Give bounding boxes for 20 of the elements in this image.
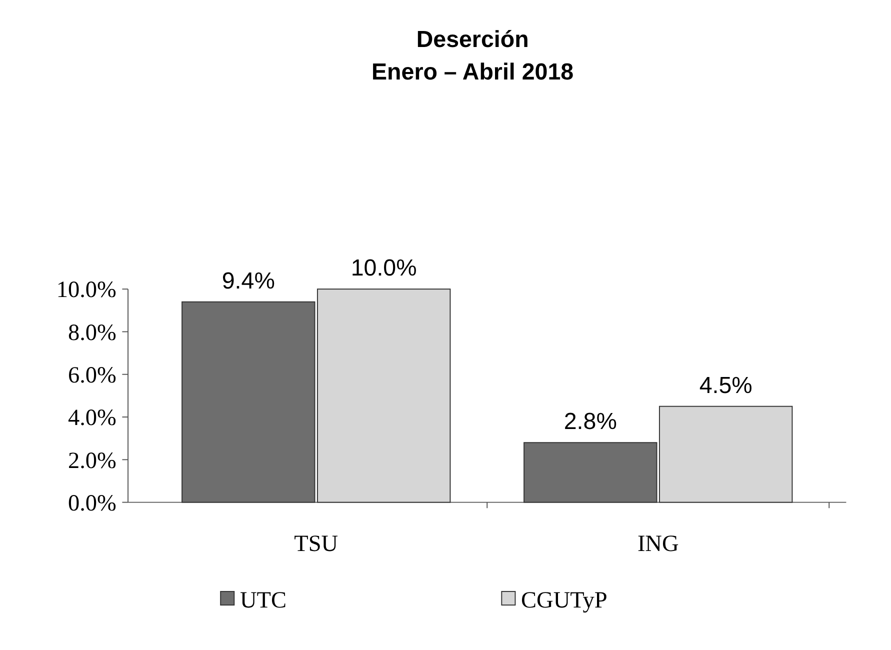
legend-label: CGUTyP	[521, 587, 608, 614]
data-label: 2.8%	[564, 408, 617, 434]
y-tick-label: 6.0%	[68, 362, 116, 389]
y-tick-label: 0.0%	[68, 490, 116, 516]
data-label: 4.5%	[699, 372, 752, 398]
bar	[524, 442, 658, 503]
chart-subtitle: Enero – Abril 2018	[372, 58, 574, 85]
chart-title: Deserción	[416, 26, 529, 52]
bar	[182, 301, 316, 503]
y-tick-label: 10.0%	[56, 277, 116, 304]
y-tick-label: 2.0%	[68, 448, 116, 474]
bar	[658, 406, 793, 503]
data-label: 9.4%	[222, 267, 275, 294]
y-tick-label: 8.0%	[68, 320, 116, 346]
y-tick-label: 4.0%	[68, 405, 116, 432]
x-tick-label: TSU	[294, 530, 338, 557]
data-label: 10.0%	[350, 254, 417, 281]
legend-label: UTC	[240, 587, 286, 614]
bar	[316, 288, 451, 503]
x-tick-label: ING	[637, 530, 679, 557]
